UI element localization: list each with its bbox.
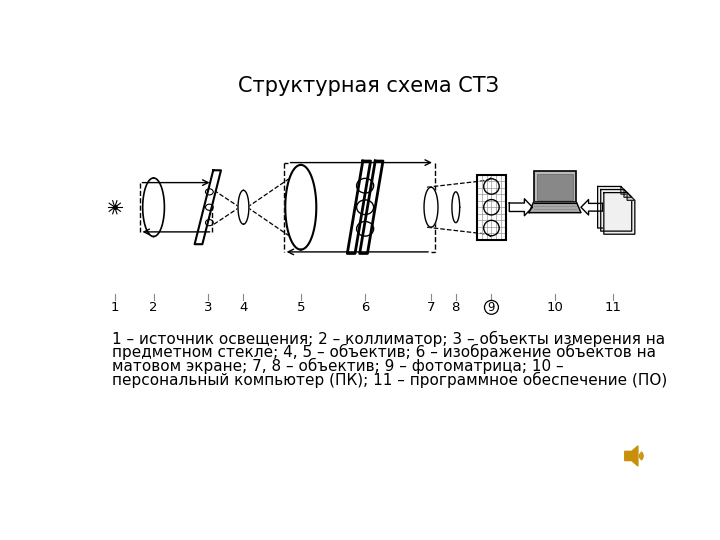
Polygon shape bbox=[285, 165, 316, 249]
Polygon shape bbox=[360, 161, 383, 253]
Text: 5: 5 bbox=[297, 301, 305, 314]
Bar bbox=[477, 174, 506, 240]
Polygon shape bbox=[625, 446, 638, 466]
Text: 2: 2 bbox=[149, 301, 158, 314]
Text: 3: 3 bbox=[204, 301, 212, 314]
Polygon shape bbox=[529, 202, 581, 213]
Text: 6: 6 bbox=[361, 301, 369, 314]
Text: 9: 9 bbox=[487, 301, 495, 314]
Polygon shape bbox=[143, 178, 164, 237]
Polygon shape bbox=[581, 200, 603, 215]
Polygon shape bbox=[194, 170, 221, 244]
Text: 1: 1 bbox=[111, 301, 119, 314]
Polygon shape bbox=[627, 193, 635, 200]
Text: 1 – источник освещения; 2 – коллиматор; 3 – объекты измерения на: 1 – источник освещения; 2 – коллиматор; … bbox=[112, 330, 665, 347]
Bar bbox=[534, 171, 576, 204]
Polygon shape bbox=[624, 190, 631, 197]
Text: 8: 8 bbox=[451, 301, 460, 314]
Polygon shape bbox=[604, 193, 635, 234]
Text: предметном стекле; 4, 5 – объектив; 6 – изображение объектов на: предметном стекле; 4, 5 – объектив; 6 – … bbox=[112, 345, 656, 361]
Polygon shape bbox=[238, 190, 249, 224]
Text: персональный компьютер (ПК); 11 – программное обеспечение (ПО): персональный компьютер (ПК); 11 – програ… bbox=[112, 372, 667, 388]
Text: 11: 11 bbox=[605, 301, 621, 314]
Polygon shape bbox=[424, 187, 438, 227]
Text: 7: 7 bbox=[427, 301, 436, 314]
Polygon shape bbox=[509, 199, 533, 215]
Polygon shape bbox=[621, 186, 629, 194]
Text: Структурная схема СТЗ: Структурная схема СТЗ bbox=[238, 76, 500, 96]
Text: матовом экране; 7, 8 – объектив; 9 – фотоматрица; 10 –: матовом экране; 7, 8 – объектив; 9 – фот… bbox=[112, 358, 563, 374]
Polygon shape bbox=[598, 186, 629, 228]
Text: 4: 4 bbox=[239, 301, 248, 314]
Text: 10: 10 bbox=[546, 301, 564, 314]
Bar bbox=[537, 174, 573, 200]
Polygon shape bbox=[347, 161, 371, 253]
Polygon shape bbox=[452, 192, 459, 222]
Polygon shape bbox=[600, 190, 631, 231]
